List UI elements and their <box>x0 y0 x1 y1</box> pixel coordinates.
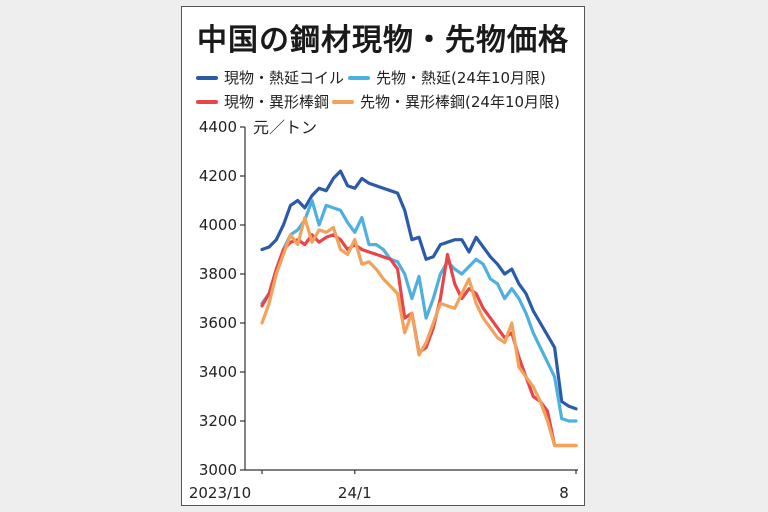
legend-item-spot-rebar: 現物・異形棒鋼 <box>196 91 329 112</box>
y-tick-label: 3800 <box>199 265 237 283</box>
legend-label: 現物・熱延コイル <box>224 69 345 87</box>
legend-item-spot-hot-rolled: 現物・熱延コイル <box>196 67 344 88</box>
y-tick-label: 3600 <box>199 314 237 332</box>
series-line-3 <box>260 216 578 448</box>
y-unit-label: 元／トン <box>253 118 317 137</box>
x-tick-label: 2023/10 <box>189 484 251 502</box>
y-tick-label: 3200 <box>199 412 237 430</box>
series-line-2 <box>260 233 578 448</box>
chart-title: 中国の鋼材現物・先物価格 <box>197 23 569 58</box>
legend-swatch <box>196 75 218 80</box>
y-tick-label: 4200 <box>199 167 237 185</box>
legend-swatch <box>348 75 370 80</box>
y-tick-label: 4400 <box>199 118 237 136</box>
y-tick-label: 4000 <box>199 216 237 234</box>
legend-swatch <box>332 99 354 104</box>
x-tick-label: 24/1 <box>338 484 372 502</box>
legend-swatch <box>196 99 218 104</box>
legend-label: 現物・異形棒鋼 <box>224 93 330 111</box>
chart-panel: 中国の鋼材現物・先物価格 現物・熱延コイル 先物・熱延(24年10月限) 現物・… <box>181 6 585 506</box>
series-line-1 <box>260 198 578 423</box>
series-line-0 <box>260 169 578 411</box>
legend-item-futures-rebar: 先物・異形棒鋼(24年10月限) <box>332 91 560 112</box>
y-tick-label: 3400 <box>199 363 237 381</box>
legend-label: 先物・異形棒鋼(24年10月限) <box>360 93 560 111</box>
x-tick-label: 8 <box>559 484 569 502</box>
y-tick-label: 3000 <box>199 461 237 479</box>
legend-label: 先物・熱延(24年10月限) <box>376 69 546 87</box>
line-chart: 3000 3200 3400 3600 3800 4000 4200 4400 元／トン 2023… <box>189 118 578 502</box>
legend-item-futures-hot-rolled: 先物・熱延(24年10月限) <box>348 67 546 88</box>
